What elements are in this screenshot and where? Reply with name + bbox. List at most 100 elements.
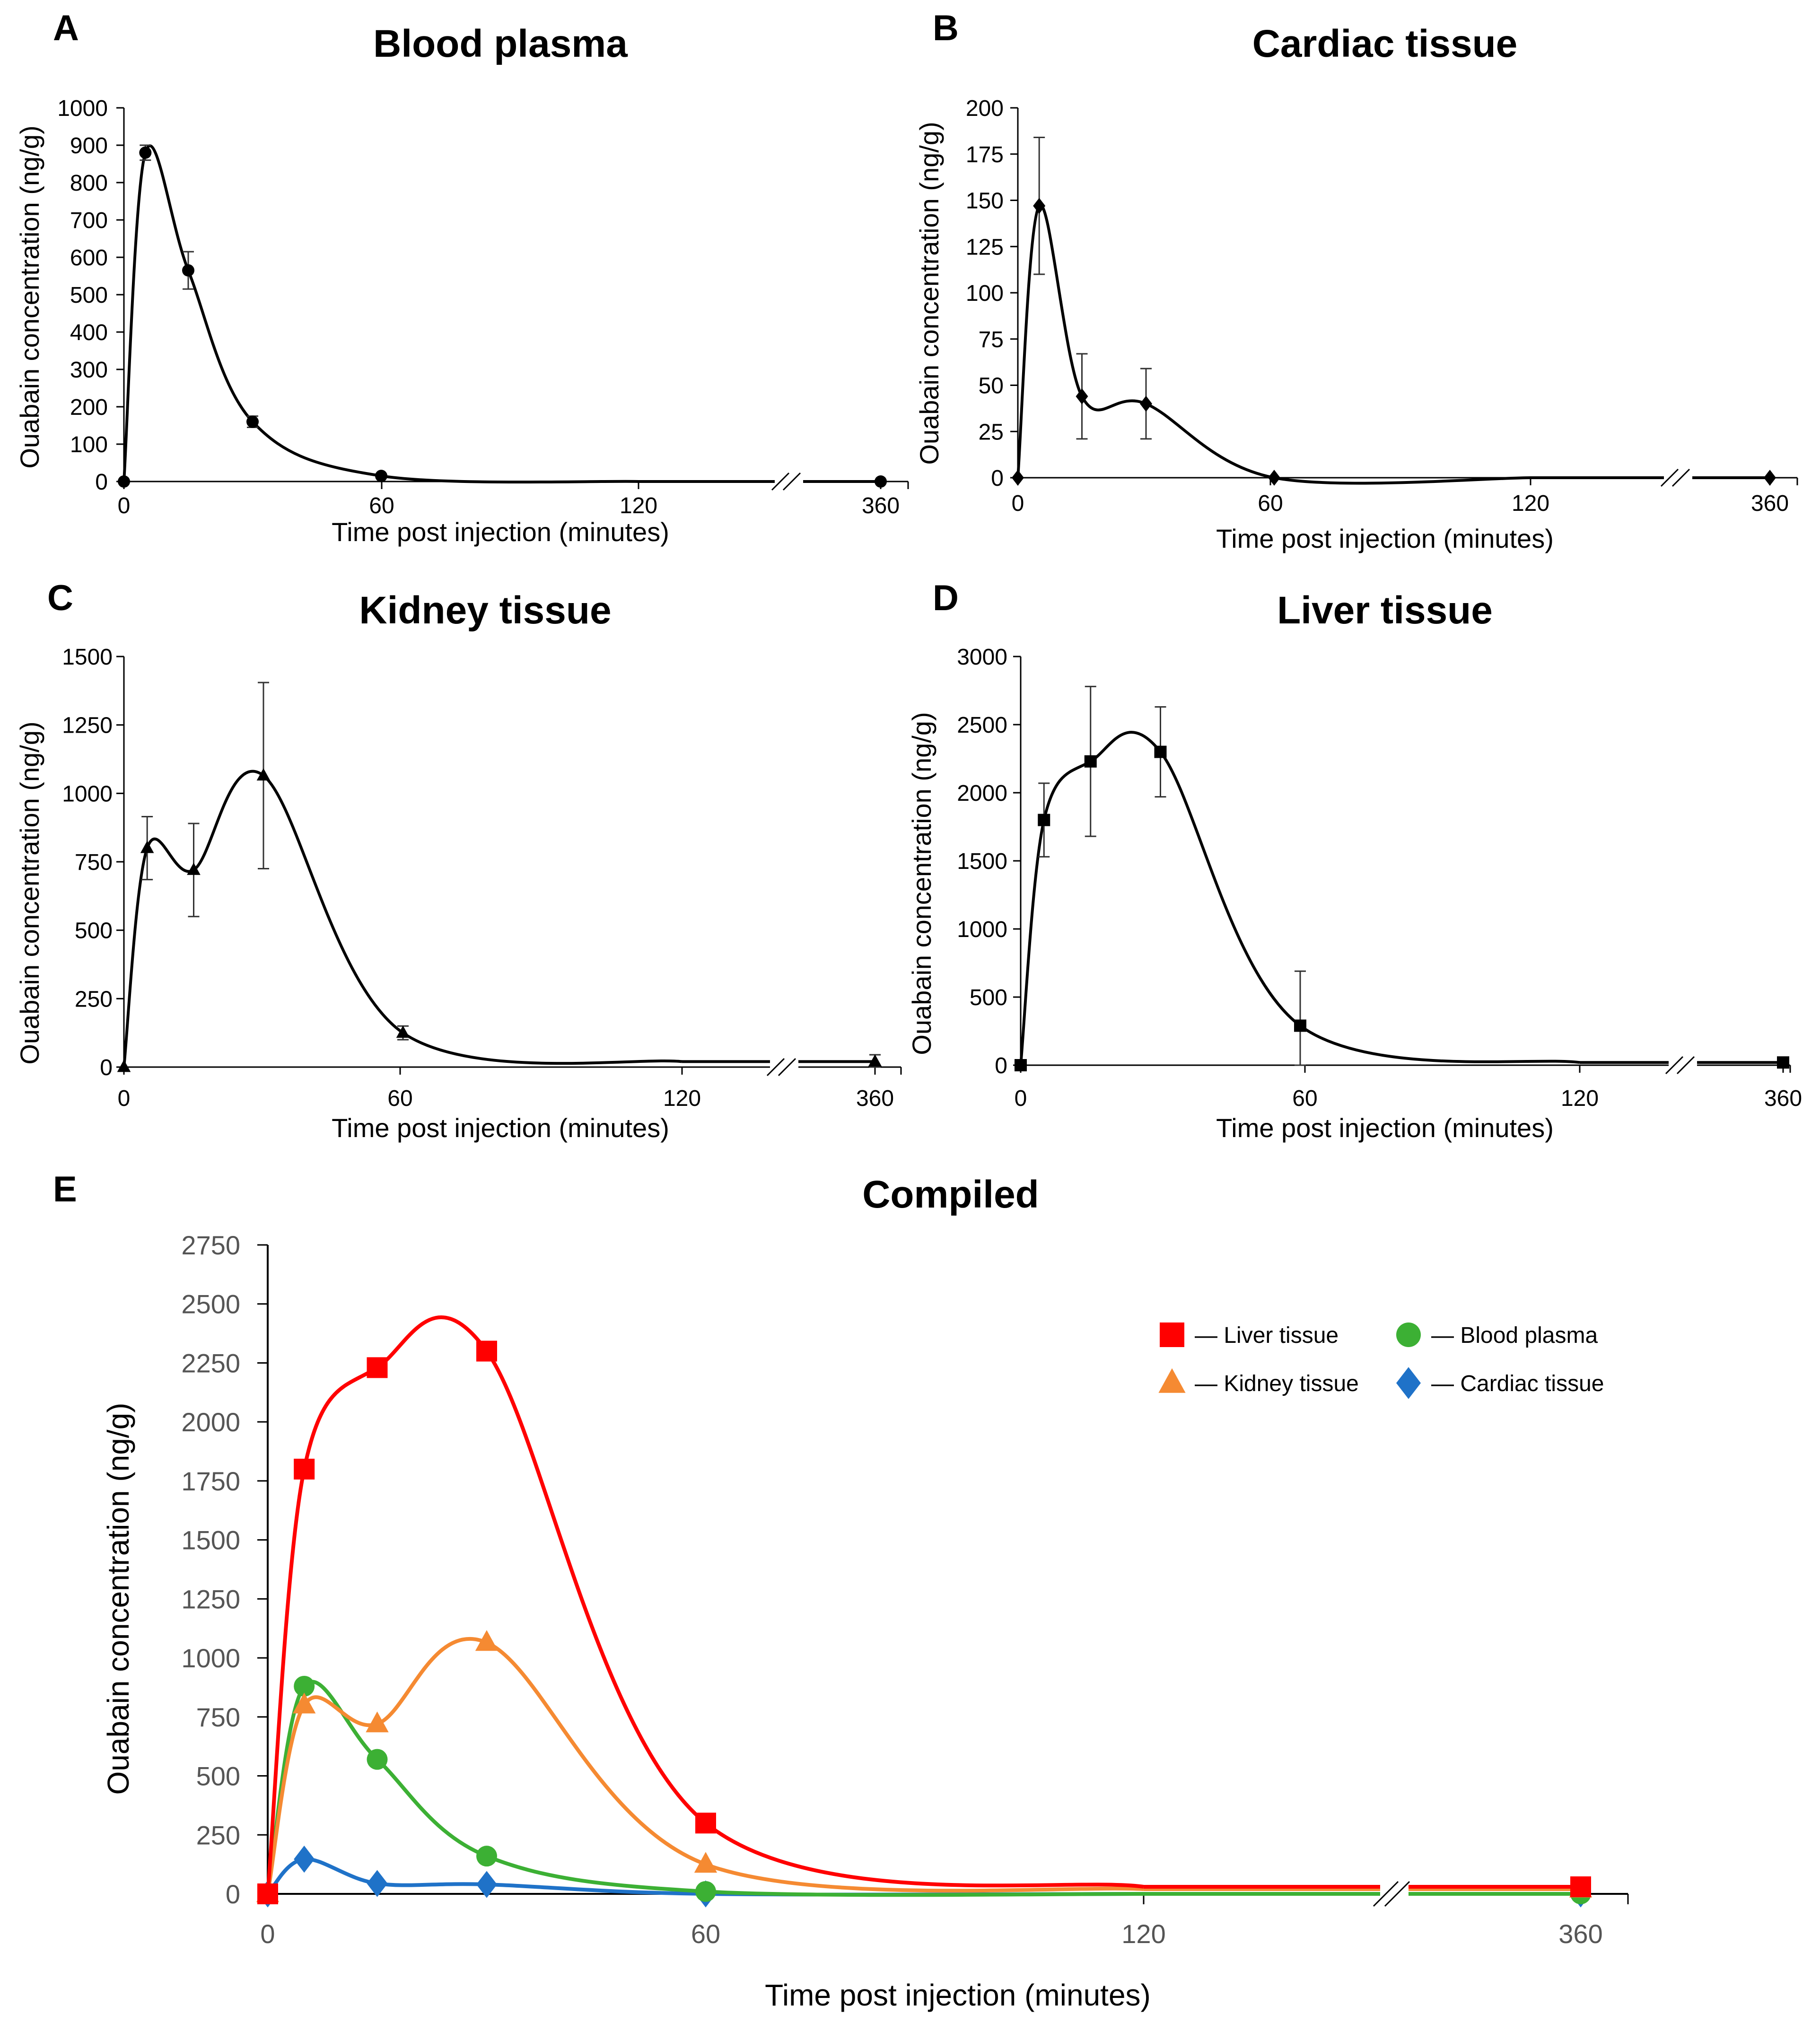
x-axis-title: Time post injection (minutes): [332, 1113, 669, 1143]
data-point: [1084, 755, 1097, 768]
y-tick-label: 3000: [957, 645, 1007, 670]
data-point: [117, 1060, 131, 1072]
axes: 0 25 50 75 100 125 150 175 200 0 60 120 360: [966, 96, 1798, 516]
y-tick-label: 2000: [181, 1407, 240, 1437]
x-axis-title: Time post injection (minutes): [332, 517, 669, 547]
data-point: [476, 1846, 497, 1867]
panel-liver-tissue: D Liver tissue Time post injection (minu…: [907, 578, 1802, 1143]
y-tick-label: 0: [991, 466, 1004, 491]
y-tick-label: 200: [70, 395, 108, 420]
data-point: [1764, 470, 1776, 486]
y-tick-label: 1750: [181, 1466, 240, 1496]
y-axis-title: Ouabain concentration (ng/g): [914, 122, 944, 464]
axis-break-mark: [1665, 1056, 1684, 1075]
legend-marker-blood-plasma: [1396, 1322, 1421, 1347]
y-tick-label: 500: [196, 1761, 240, 1791]
panel-letter-b: B: [933, 8, 959, 48]
x-tick-label: 0: [1012, 491, 1024, 516]
panel-letter-a: A: [53, 8, 79, 48]
panel-letter-c: C: [47, 578, 73, 618]
x-tick-label: 360: [856, 1086, 894, 1111]
y-tick-label: 1000: [181, 1643, 240, 1673]
y-tick-label: 1500: [957, 849, 1007, 874]
panel-blood-plasma: A Blood plasma Time post injection (minu…: [15, 8, 909, 547]
x-tick-label: 360: [1764, 1086, 1802, 1111]
chart-title: Liver tissue: [1277, 589, 1493, 632]
axis-break-mark: [1384, 1881, 1410, 1907]
legend-label-kidney-tissue: — Kidney tissue: [1195, 1371, 1359, 1396]
data-point: [292, 1692, 316, 1714]
y-tick-label: 2000: [957, 781, 1007, 806]
y-tick-label: 700: [70, 208, 108, 233]
axis-break-mark: [782, 472, 801, 491]
legend-marker-cardiac-tissue: [1396, 1367, 1421, 1399]
chart-title: Cardiac tissue: [1252, 22, 1518, 65]
y-tick-label: 150: [966, 189, 1004, 214]
y-tick-label: 175: [966, 142, 1004, 167]
data-point: [182, 264, 194, 277]
data-point: [294, 1675, 315, 1697]
axis-break-mark: [766, 1058, 785, 1077]
series-cardiac-tissue: [1012, 137, 1776, 486]
x-tick-label: 360: [862, 493, 900, 518]
data-point: [396, 1025, 410, 1038]
x-tick-label: 0: [118, 493, 131, 518]
y-tick-label: 100: [966, 281, 1004, 306]
data-point: [257, 1883, 278, 1904]
data-point: [375, 470, 387, 482]
data-point: [294, 1846, 315, 1873]
data-point: [1015, 1059, 1027, 1071]
x-tick-label: 360: [1558, 1919, 1602, 1949]
y-tick-label: 300: [70, 358, 108, 383]
data-point: [367, 1870, 388, 1897]
data-point: [1570, 1876, 1591, 1898]
data-point: [1076, 388, 1088, 404]
y-tick-label: 0: [100, 1055, 113, 1080]
x-tick-label: 60: [387, 1086, 412, 1111]
data-point: [139, 146, 152, 159]
data-point: [187, 862, 201, 875]
data-point: [476, 1340, 497, 1362]
x-tick-label: 120: [620, 493, 657, 518]
data-point: [367, 1749, 388, 1770]
y-tick-label: 1000: [62, 781, 113, 806]
y-axis-title: Ouabain concentration (ng/g): [101, 1403, 135, 1795]
panel-compiled: E Compiled Time post injection (minutes)…: [53, 1169, 1629, 2012]
x-tick-label: 60: [369, 493, 394, 518]
data-point: [1154, 745, 1167, 758]
y-axis-title: Ouabain concentration (ng/g): [15, 721, 44, 1064]
y-tick-label: 2250: [181, 1348, 240, 1378]
series-line: [266, 1315, 1144, 1894]
y-tick-label: 750: [196, 1702, 240, 1732]
y-tick-label: 25: [979, 420, 1004, 445]
x-tick-label: 120: [1121, 1919, 1165, 1949]
data-point: [476, 1871, 497, 1898]
series-liver-tissue: [257, 1315, 1591, 1904]
data-point: [695, 1813, 716, 1834]
axis-break-mark: [1373, 1881, 1399, 1907]
data-point: [1294, 1019, 1306, 1032]
series-blood-plasma: [118, 144, 887, 488]
x-tick-label: 0: [1015, 1086, 1027, 1111]
series-cardiac-tissue: [257, 1846, 1591, 1908]
data-point: [140, 841, 154, 853]
axes: 0 500 1000 1500 2000 2500 3000 0 60 120 360: [957, 645, 1802, 1111]
data-point: [475, 1630, 499, 1651]
data-point: [118, 475, 130, 488]
series-blood-plasma: [257, 1675, 1591, 1904]
chart-title: Kidney tissue: [359, 589, 611, 632]
series-liver-tissue: [1015, 685, 1789, 1071]
panel-letter-e: E: [53, 1169, 77, 1209]
data-point: [256, 768, 271, 781]
axis-break-mark: [1676, 1056, 1695, 1075]
legend-label-cardiac-tissue: — Cardiac tissue: [1431, 1371, 1604, 1396]
y-tick-label: 600: [70, 245, 108, 271]
y-tick-label: 2500: [181, 1289, 240, 1319]
x-tick-label: 120: [1512, 491, 1549, 516]
y-tick-label: 500: [70, 283, 108, 308]
y-tick-label: 200: [966, 96, 1004, 121]
y-tick-label: 0: [995, 1053, 1007, 1078]
legend-marker-kidney-tissue: [1158, 1368, 1186, 1393]
data-point: [294, 1458, 315, 1480]
